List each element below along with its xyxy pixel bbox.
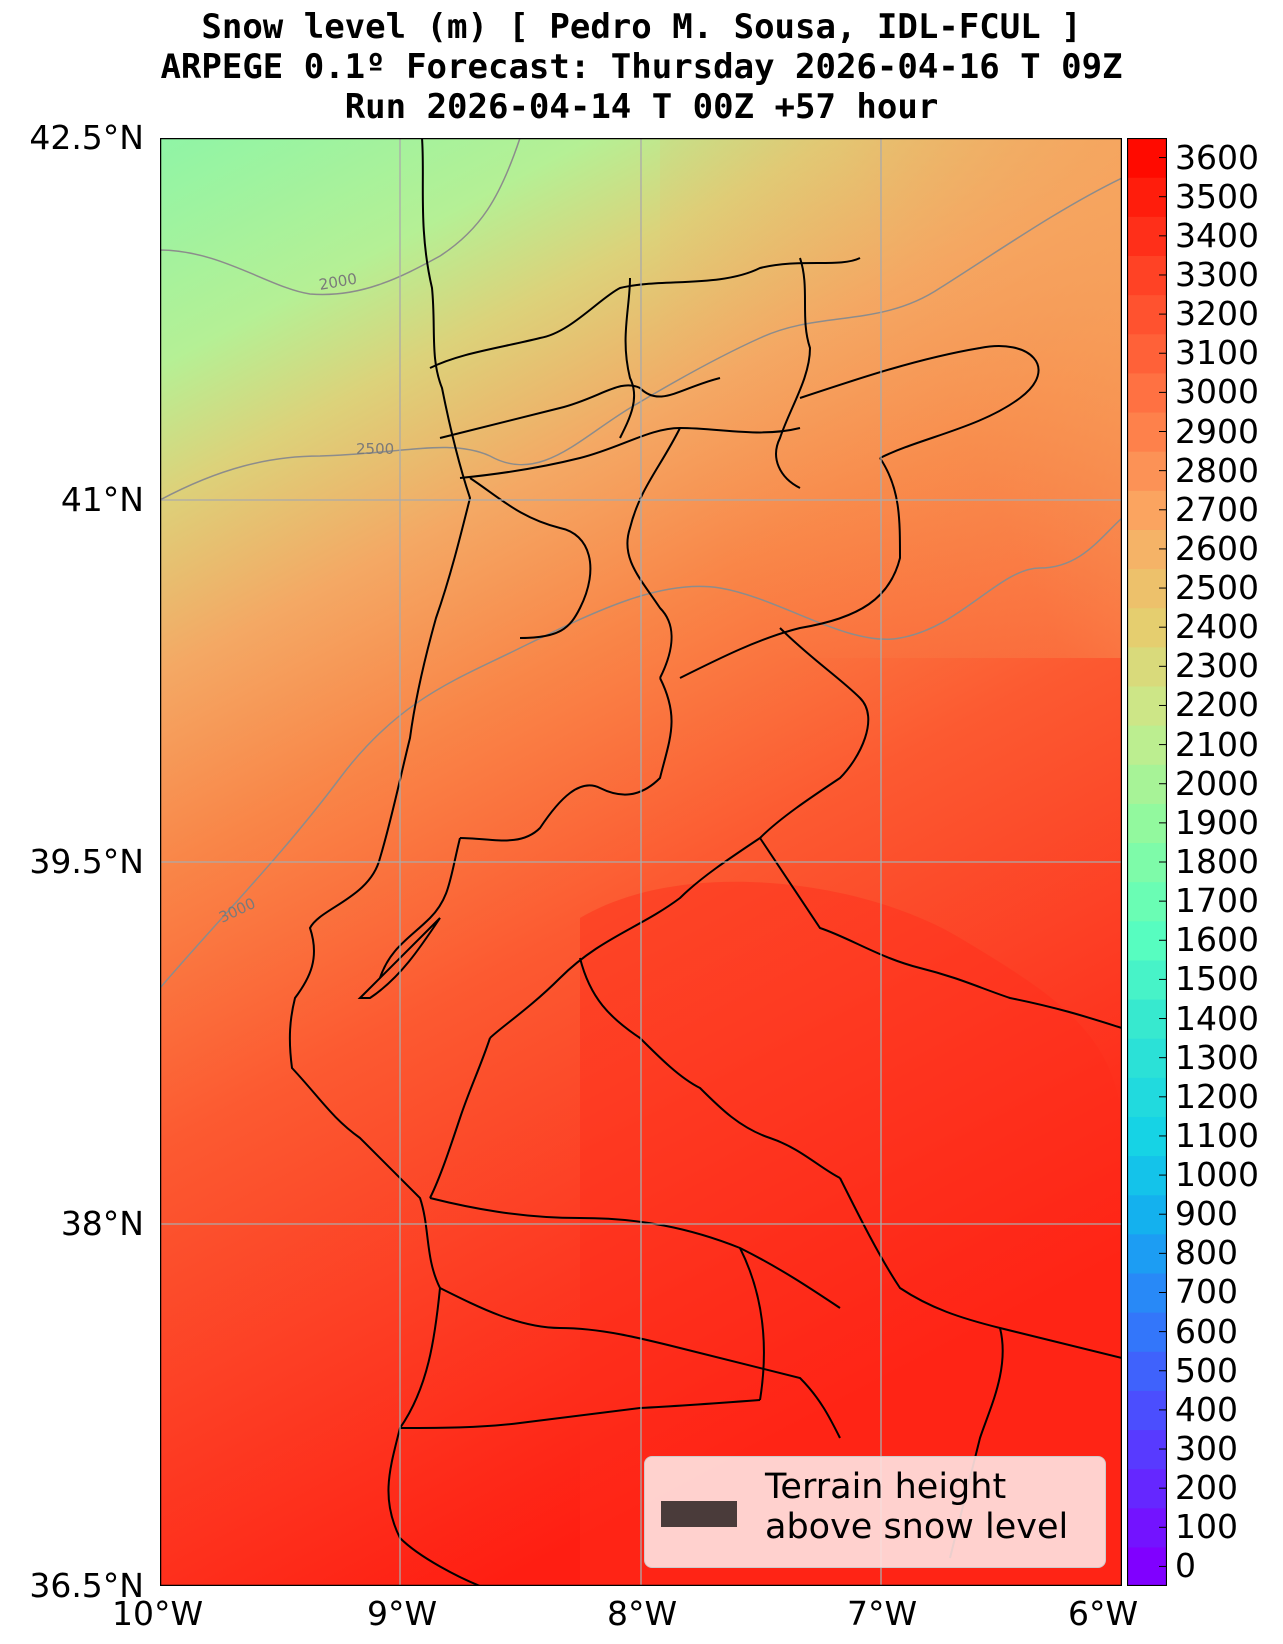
colorbar-tick-label: 1100 [1175,1115,1259,1155]
colorbar-tick-label: 1300 [1175,1037,1259,1077]
legend-label: Terrain height above snow level [765,1467,1068,1547]
legend-label-line-2: above snow level [765,1507,1069,1547]
lon-tick-label: 9°W [367,1594,438,1633]
colorbar-tick-label: 1400 [1175,998,1259,1038]
warm-core-region [580,881,1122,1586]
colorbar-tick-label: 2400 [1175,607,1259,647]
colorbar-tick-label: 300 [1175,1429,1238,1469]
colorbar-tick-label: 1500 [1175,959,1259,999]
colorbar-tick-label: 2000 [1175,763,1259,803]
colorbar-tick-label: 3200 [1175,294,1259,334]
colorbar-tick-label: 1200 [1175,1076,1259,1116]
contour-2000 [160,138,521,296]
colorbar-tick-label: 1600 [1175,920,1259,960]
colorbar-tick-label: 900 [1175,1194,1238,1234]
colorbar-tick-label: 2300 [1175,646,1259,686]
colorbar-tick-label: 3300 [1175,254,1259,294]
lat-tick-label: 39.5°N [29,842,144,881]
contour-3000 [160,517,1122,989]
title-line-3: Run 2026-04-14 T 00Z +57 hour [344,87,939,127]
colorbar-tick-label: 400 [1175,1389,1238,1429]
colorbar-tick-label: 500 [1175,1350,1238,1390]
legend-swatch-terrain [661,1501,737,1527]
lon-tick-label: 10°W [112,1594,204,1633]
colorbar-tick-label: 0 [1175,1546,1196,1586]
title-line-1: Snow level (m) [ Pedro M. Sousa, IDL-FCU… [201,7,1082,47]
colorbar-tick-label: 2200 [1175,685,1259,725]
colorbar-tick-label: 700 [1175,1272,1238,1312]
colorbar-tick-label: 800 [1175,1233,1238,1273]
lat-tick-label: 42.5°N [29,118,144,157]
colorbar-tick-label: 1900 [1175,802,1259,842]
district-borders [379,257,1122,1559]
colorbar-tick-label: 2800 [1175,450,1259,490]
colorbar-tick-label: 3400 [1175,215,1259,255]
colorbar-tick-label: 2500 [1175,568,1259,608]
lat-tick-label: 38°N [60,1204,144,1243]
colorbar-tick-label: 2700 [1175,489,1259,529]
coastline [288,138,481,1586]
colorbar-tick-label: 600 [1175,1311,1238,1351]
title-line-2: ARPEGE 0.1º Forecast: Thursday 2026-04-1… [160,47,1123,87]
colorbar-tick-label: 3600 [1175,137,1259,177]
legend-label-line-1: Terrain height [765,1467,1007,1507]
legend: Terrain height above snow level [644,1456,1106,1568]
snow-level-field-east [660,138,1122,658]
colorbar-tick-label: 2900 [1175,411,1259,451]
colorbar-tick-label: 3000 [1175,372,1259,412]
colorbar-tick-label: 2600 [1175,528,1259,568]
lon-tick-label: 7°W [847,1594,918,1633]
snow-level-map: 2000 2500 3000 [160,138,1122,1586]
tagus-estuary [357,917,441,999]
colorbar-tick-label: 1000 [1175,1155,1259,1195]
colorbar-tick-label: 1800 [1175,842,1259,881]
map-frame [160,138,1122,1586]
lon-tick-label: 6°W [1068,1594,1139,1633]
colorbar [1127,138,1167,1586]
colorbar-tick-label: 3100 [1175,333,1259,373]
lon-tick-label: 8°W [607,1594,678,1633]
contour-label-2500: 2500 [356,440,394,458]
colorbar-tick-label: 1700 [1175,881,1259,921]
gridlines [160,138,1122,1586]
contour-2500 [160,177,1122,501]
colorbar-tick-label: 200 [1175,1468,1238,1508]
colorbar-tick-label: 2100 [1175,724,1259,764]
colorbar-tick-label: 3500 [1175,176,1259,216]
colorbar-tick-label: 100 [1175,1507,1238,1547]
lat-tick-label: 36.5°N [29,1566,144,1605]
lat-tick-label: 41°N [60,480,144,519]
